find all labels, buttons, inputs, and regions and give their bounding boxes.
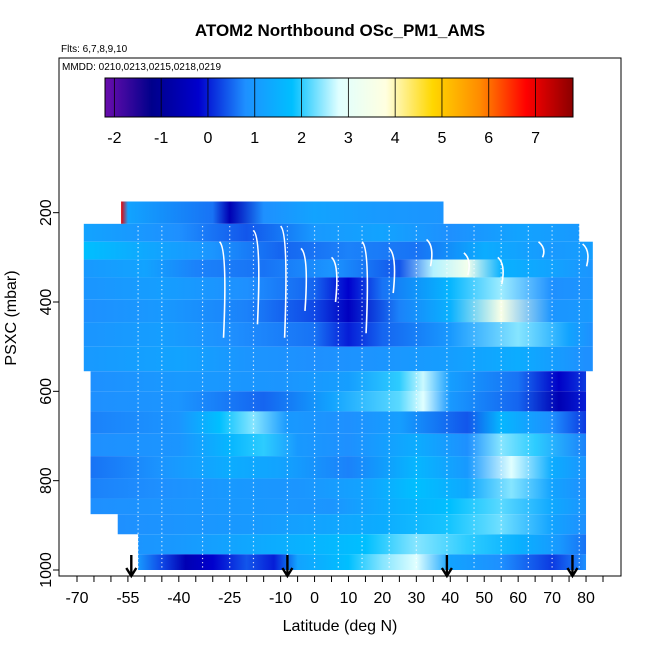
heatmap-band (83, 277, 593, 300)
x-axis: -70 -55 -40 -25 -10 0 10 20 30 40 50 60 70 80 (59, 575, 621, 607)
flight-trace (497, 256, 504, 285)
flight-trace (330, 256, 338, 303)
heatmap-band (90, 391, 587, 412)
flight-trace (425, 238, 433, 267)
plot-area (83, 201, 593, 570)
x-tick-label: -40 (167, 590, 190, 607)
colorbar-tick-label: 4 (391, 130, 400, 147)
x-tick-label: 30 (407, 590, 425, 607)
colorbar-tick-label: 1 (250, 130, 259, 147)
colorbar-tick-label: -1 (154, 130, 168, 147)
x-tick-label: 10 (340, 590, 358, 607)
heatmap-band (83, 346, 593, 372)
heatmap-band (90, 498, 587, 515)
flight-trace (218, 241, 226, 338)
colorbar-tick-label: 7 (531, 130, 540, 147)
heatmap-band (83, 322, 593, 347)
flight-trace (279, 225, 287, 338)
profile-arrow (566, 555, 579, 579)
heatmap-band (117, 514, 587, 535)
heatmap-band (83, 241, 593, 260)
x-tick-label: 20 (374, 590, 392, 607)
y-tick-label: 800 (38, 467, 55, 494)
x-tick-label: 60 (509, 590, 527, 607)
x-tick-label: 50 (475, 590, 493, 607)
y-tick-label: 600 (38, 378, 55, 405)
colorbar-tick-label: 2 (297, 130, 306, 147)
flight-trace (388, 247, 396, 294)
flight-trace (300, 247, 308, 311)
flight-trace (537, 241, 545, 258)
heatmap-band (138, 534, 587, 555)
colorbar-tick-label: -2 (107, 130, 121, 147)
colorbar-tick-label: 0 (204, 130, 213, 147)
profile-arrows (125, 555, 579, 579)
x-tick-label: 0 (310, 590, 319, 607)
heatmap-band (121, 201, 444, 224)
flight-trace (361, 241, 369, 334)
y-tick-label: 400 (38, 289, 55, 316)
heatmap-band (90, 456, 587, 479)
flight-trace (252, 229, 260, 325)
y-axis-label: PSXC (mbar) (3, 270, 20, 365)
colorbar-tick-label: 3 (344, 130, 353, 147)
y-axis: 200 400 600 800 1000 (38, 199, 59, 588)
heatmap-band (90, 478, 587, 499)
heatmap-band (90, 371, 587, 392)
flight-trace (463, 252, 470, 276)
x-tick-label: -10 (269, 590, 292, 607)
y-tick-label: 1000 (38, 552, 55, 588)
x-axis-label: Latitude (deg N) (283, 618, 398, 635)
heatmap-band (90, 411, 587, 434)
x-tick-label: -55 (116, 590, 139, 607)
y-tick-label: 200 (38, 199, 55, 226)
colorbar-gradient (104, 77, 574, 118)
dates-label: MMDD: 0210,0213,0215,0218,0219 (62, 62, 221, 73)
chart-title: ATOM2 Northbound OSc_PM1_AMS (195, 21, 485, 40)
profile-arrow (281, 555, 294, 579)
x-tick-label: -70 (65, 590, 88, 607)
flights-label: Flts: 6,7,8,9,10 (61, 44, 128, 55)
x-tick-label: -25 (218, 590, 241, 607)
colorbar-tick-label: 6 (484, 130, 493, 147)
flight-trace (582, 243, 589, 267)
profile-arrow (125, 555, 138, 579)
heatmap-band (83, 223, 580, 242)
colorbar: -2 -1 0 1 2 3 4 5 6 7 (104, 77, 574, 147)
profile-arrow (440, 555, 453, 579)
x-tick-label: 80 (577, 590, 595, 607)
x-tick-label: 70 (543, 590, 561, 607)
colorbar-tick-label: 5 (438, 130, 447, 147)
x-tick-label: 40 (441, 590, 459, 607)
